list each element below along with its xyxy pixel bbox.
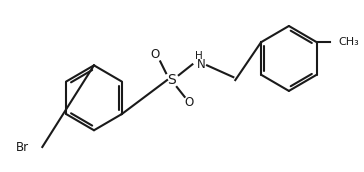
- Text: Br: Br: [16, 142, 29, 154]
- Text: S: S: [167, 73, 176, 87]
- Text: N: N: [197, 58, 206, 71]
- Text: O: O: [151, 48, 160, 61]
- Text: O: O: [184, 96, 193, 109]
- Text: H: H: [195, 51, 203, 61]
- Text: CH₃: CH₃: [338, 37, 359, 47]
